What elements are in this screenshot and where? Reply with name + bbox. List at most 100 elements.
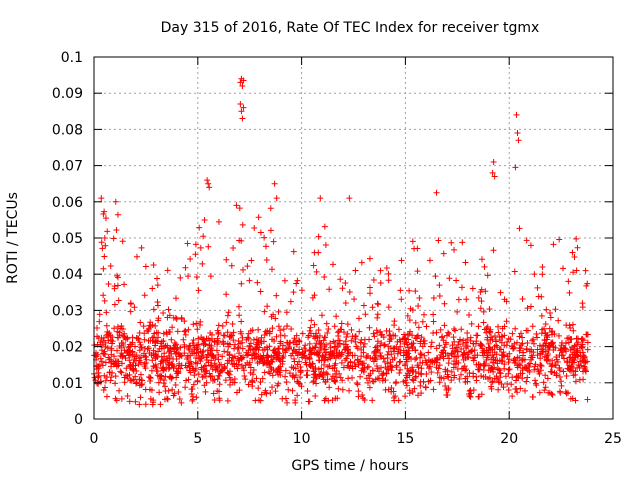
data-point <box>540 346 547 353</box>
data-point <box>315 233 322 240</box>
data-point <box>275 308 282 315</box>
data-point <box>173 315 180 322</box>
data-point <box>240 77 247 84</box>
data-point <box>200 233 207 240</box>
data-point <box>495 329 502 336</box>
y-tick-label: 0.07 <box>52 159 83 175</box>
data-point <box>401 331 408 338</box>
data-point <box>564 358 571 365</box>
data-point <box>553 356 560 363</box>
data-point <box>386 328 393 335</box>
data-point <box>122 354 129 361</box>
data-point <box>427 343 434 350</box>
data-point <box>563 373 570 380</box>
data-point <box>466 369 473 376</box>
data-point <box>289 387 296 394</box>
data-point <box>523 346 530 353</box>
data-point <box>381 341 388 348</box>
data-point <box>185 273 192 280</box>
data-point <box>126 398 133 405</box>
data-point <box>483 325 490 332</box>
data-point <box>238 237 245 244</box>
data-point <box>268 266 275 273</box>
data-point <box>164 267 171 274</box>
data-point <box>406 330 413 337</box>
data-point <box>541 337 548 344</box>
data-point <box>149 285 156 292</box>
data-point <box>273 333 280 340</box>
data-point <box>115 334 122 341</box>
data-point <box>348 337 355 344</box>
data-point <box>171 348 178 355</box>
data-point <box>272 388 279 395</box>
data-point <box>475 393 482 400</box>
data-point <box>146 386 153 393</box>
data-point <box>440 347 447 354</box>
data-point <box>142 401 149 408</box>
data-point <box>366 324 373 331</box>
data-point <box>229 332 236 339</box>
data-point <box>286 340 293 347</box>
data-point <box>378 364 385 371</box>
data-point <box>257 288 264 295</box>
data-point <box>573 267 580 274</box>
data-point <box>240 104 247 111</box>
data-point <box>326 362 333 369</box>
data-point <box>205 243 212 250</box>
data-point <box>95 335 102 342</box>
data-point <box>400 352 407 359</box>
data-point <box>150 334 157 341</box>
data-point <box>178 353 185 360</box>
data-point <box>496 334 503 341</box>
data-point <box>521 387 528 394</box>
data-point <box>259 375 266 382</box>
data-point <box>332 378 339 385</box>
data-point <box>402 362 409 369</box>
data-point <box>309 361 316 368</box>
data-point <box>280 326 287 333</box>
data-point <box>178 399 185 406</box>
data-point <box>453 358 460 365</box>
data-point <box>347 349 354 356</box>
data-point <box>294 361 301 368</box>
data-point <box>535 293 542 300</box>
data-point <box>310 262 317 269</box>
data-point <box>247 327 254 334</box>
data-point <box>523 365 530 372</box>
data-point <box>448 239 455 246</box>
data-point <box>111 353 118 360</box>
data-point <box>423 370 430 377</box>
data-point <box>290 364 297 371</box>
data-point <box>392 393 399 400</box>
data-point <box>190 381 197 388</box>
data-point <box>555 317 562 324</box>
x-tick-label: 20 <box>500 431 518 447</box>
data-point <box>292 399 299 406</box>
data-point <box>415 364 422 371</box>
data-point <box>358 259 365 266</box>
data-point <box>133 335 140 342</box>
data-point <box>110 235 117 242</box>
data-point <box>474 352 481 359</box>
data-point <box>567 346 574 353</box>
data-point <box>224 329 231 336</box>
data-point <box>124 375 131 382</box>
data-point <box>207 363 214 370</box>
data-point <box>154 368 161 375</box>
data-point <box>302 342 309 349</box>
x-tick-label: 25 <box>604 431 622 447</box>
data-point <box>563 390 570 397</box>
data-point <box>306 356 313 363</box>
data-point <box>207 350 214 357</box>
data-point <box>374 314 381 321</box>
data-point <box>526 360 533 367</box>
data-point <box>199 374 206 381</box>
data-point <box>512 325 519 332</box>
data-point <box>510 345 517 352</box>
data-point <box>565 365 572 372</box>
data-point <box>297 367 304 374</box>
data-point <box>329 261 336 268</box>
data-point <box>326 384 333 391</box>
data-point <box>257 378 264 385</box>
